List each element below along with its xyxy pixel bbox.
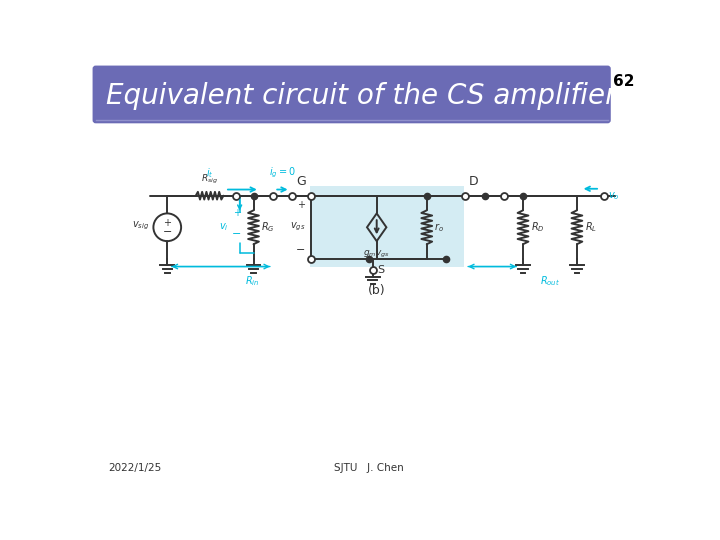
- Text: $i_g = 0$: $i_g = 0$: [269, 166, 296, 180]
- Text: −: −: [296, 245, 305, 254]
- Text: $R_D$: $R_D$: [531, 220, 544, 234]
- Text: $i_t$: $i_t$: [206, 166, 213, 180]
- Text: $v_i$: $v_i$: [220, 221, 229, 233]
- FancyBboxPatch shape: [93, 65, 611, 123]
- Text: S: S: [377, 265, 384, 275]
- Text: G: G: [296, 175, 305, 188]
- Text: +: +: [163, 218, 171, 228]
- Text: D: D: [469, 175, 479, 188]
- Text: Equivalent circuit of the CS amplifier: Equivalent circuit of the CS amplifier: [106, 82, 616, 110]
- Text: +: +: [233, 208, 240, 219]
- Text: 62: 62: [613, 74, 634, 89]
- Text: $R_{in}$: $R_{in}$: [245, 274, 259, 288]
- Text: −: −: [163, 227, 172, 237]
- Text: −: −: [232, 228, 241, 239]
- FancyBboxPatch shape: [310, 186, 464, 267]
- Text: $v_o$: $v_o$: [608, 190, 620, 201]
- Text: $R_{out}$: $R_{out}$: [540, 274, 560, 288]
- Text: $g_m v_{gs}$: $g_m v_{gs}$: [364, 249, 390, 260]
- Text: $R_{sig}$: $R_{sig}$: [201, 173, 218, 186]
- Text: $r_o$: $r_o$: [434, 221, 444, 234]
- FancyBboxPatch shape: [84, 57, 654, 488]
- Text: $R_G$: $R_G$: [261, 220, 275, 234]
- Text: $v_{gs}$: $v_{gs}$: [289, 221, 305, 233]
- Text: 2022/1/25: 2022/1/25: [109, 463, 162, 473]
- Text: $v_{sig}$: $v_{sig}$: [132, 220, 150, 232]
- Text: +: +: [297, 200, 305, 210]
- Text: (b): (b): [368, 284, 385, 297]
- Text: $R_L$: $R_L$: [585, 220, 597, 234]
- Text: SJTU   J. Chen: SJTU J. Chen: [334, 463, 404, 473]
